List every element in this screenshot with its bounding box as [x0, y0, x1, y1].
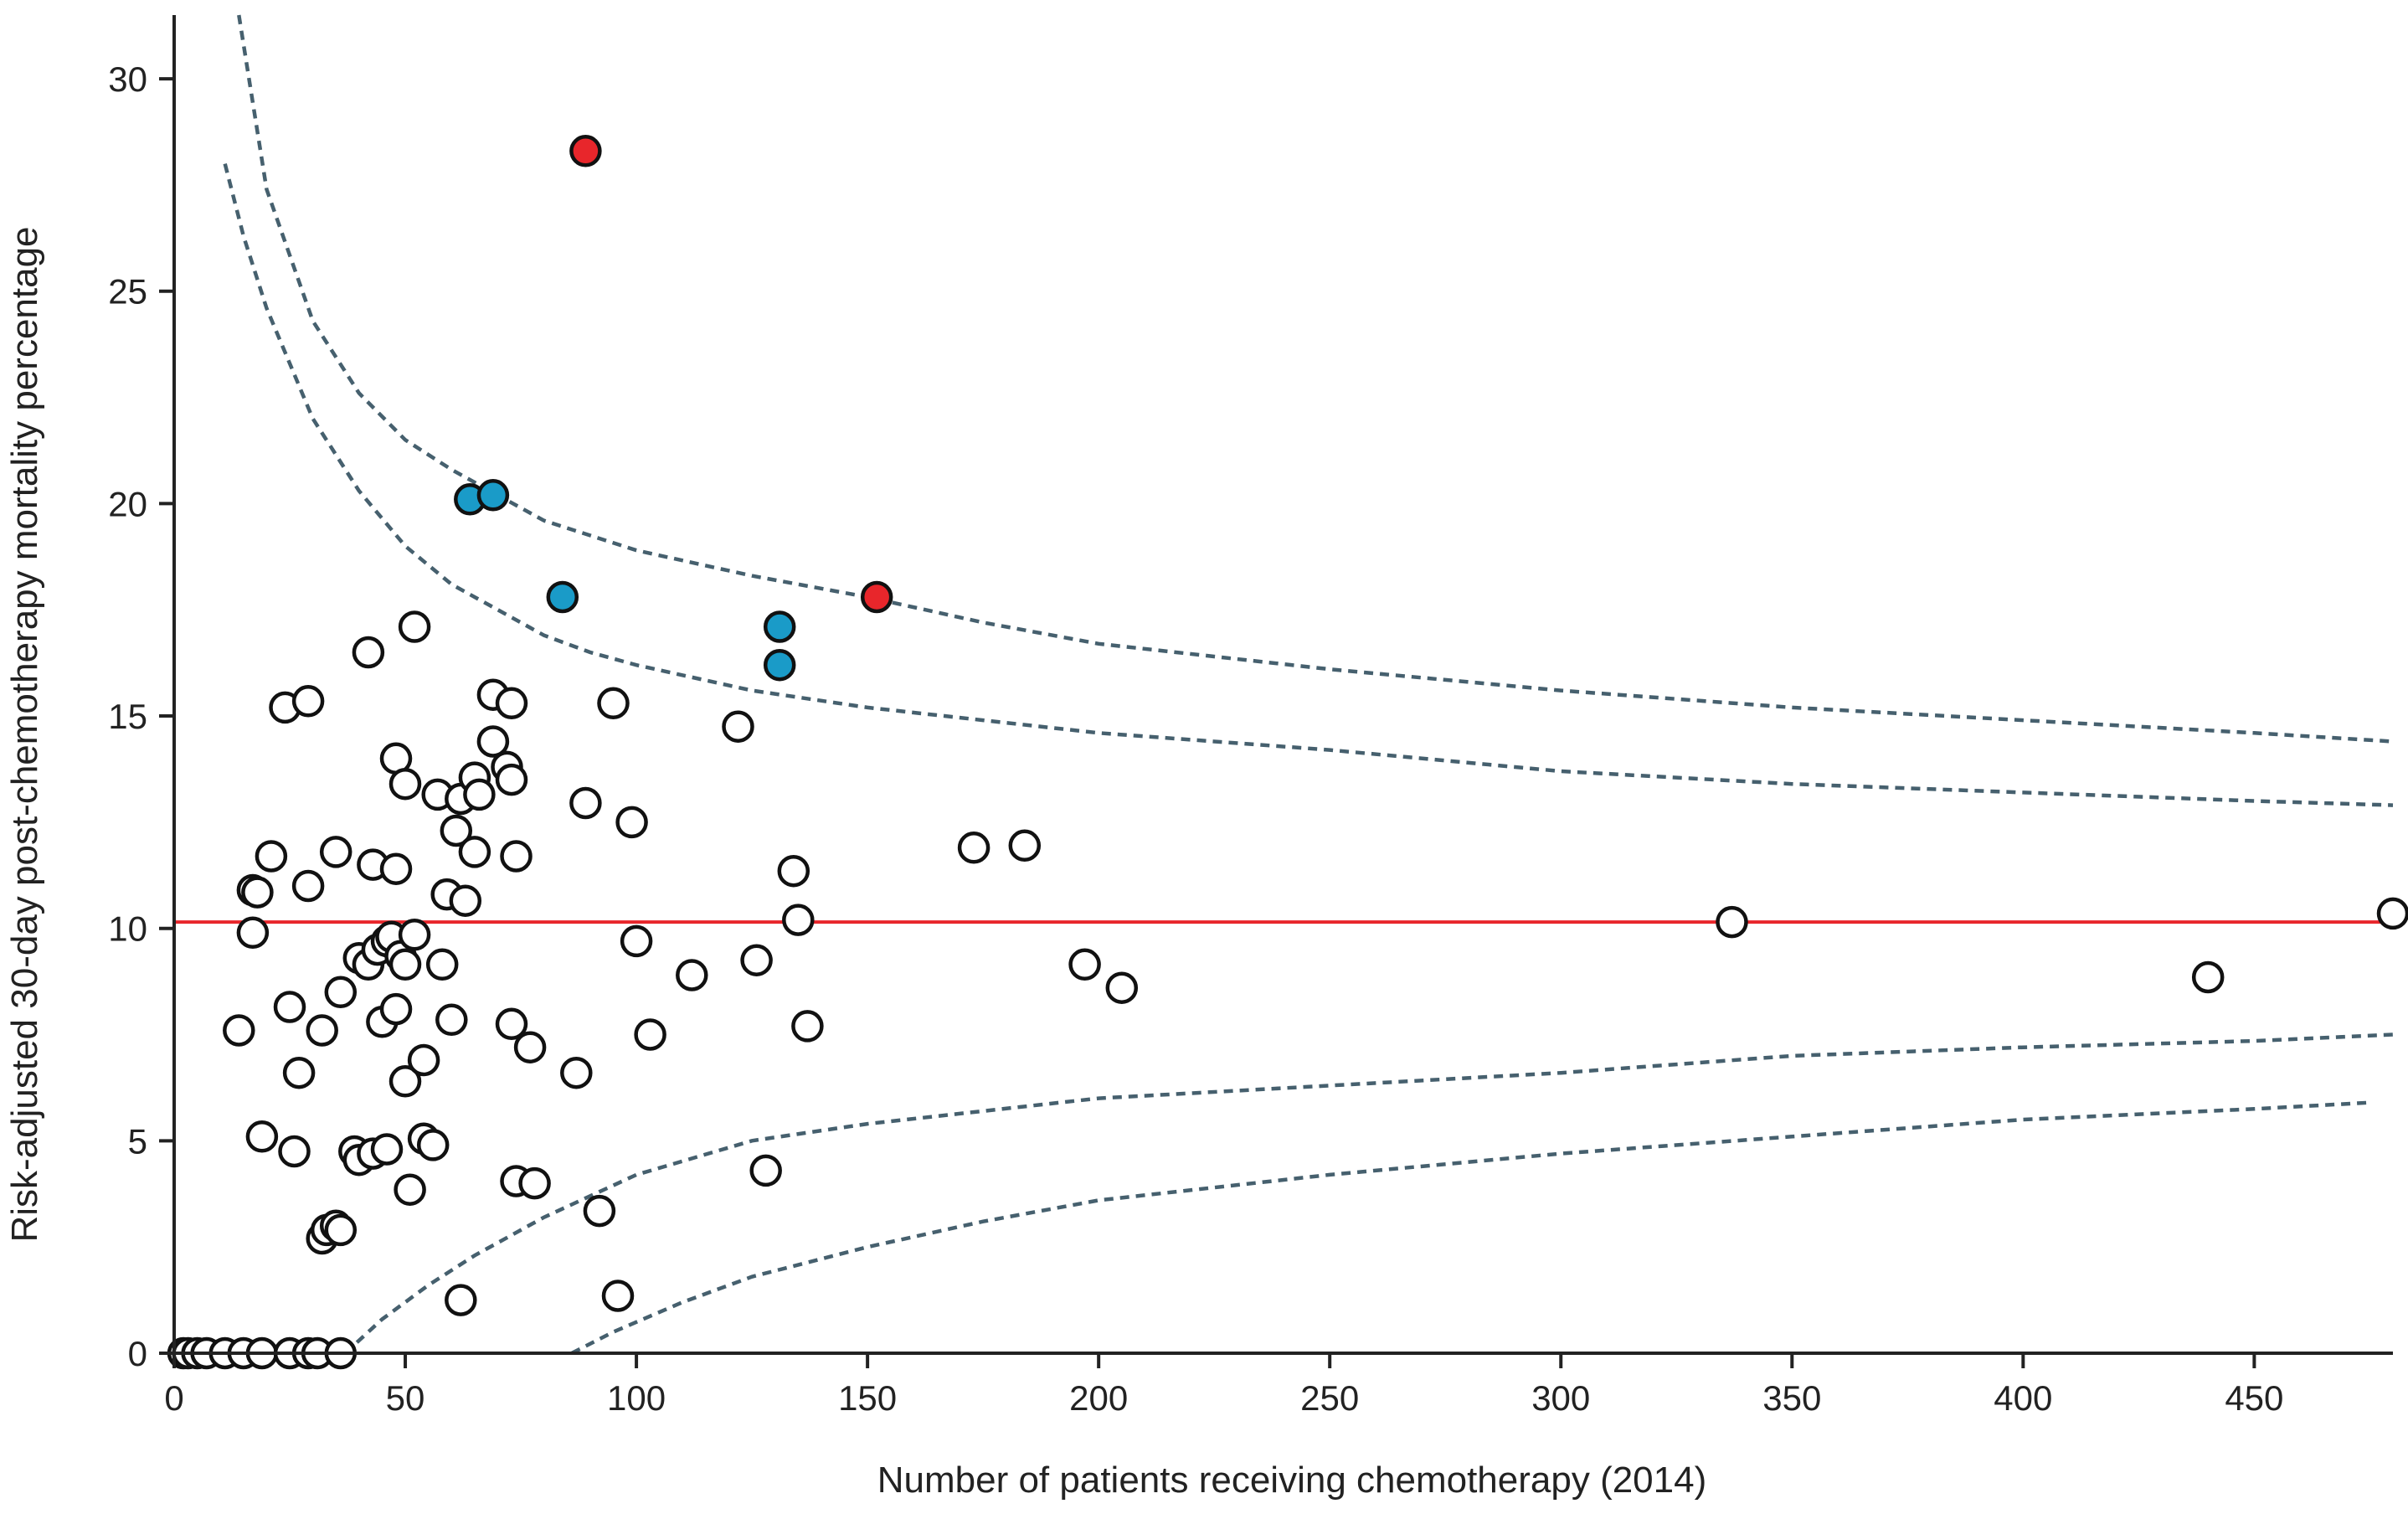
data-point: [749, 1154, 782, 1187]
data-point: [394, 1173, 426, 1206]
data-points: [167, 135, 2408, 1370]
data-point: [1716, 905, 1748, 939]
data-point: [291, 685, 325, 718]
data-point: [560, 1056, 593, 1089]
data-point: [518, 1166, 551, 1200]
data-point: [435, 1003, 468, 1037]
data-point: [634, 1018, 666, 1051]
y-tick-label: 30: [108, 59, 147, 99]
data-point: [500, 840, 533, 873]
data-point: [370, 1133, 404, 1166]
y-tick-label: 15: [108, 697, 147, 736]
data-point: [546, 580, 579, 614]
x-tick-label: 400: [1994, 1378, 2052, 1418]
y-tick-label: 25: [108, 272, 147, 312]
control-limit-lower-inner: [343, 1032, 2394, 1355]
y-tick-label: 20: [108, 484, 147, 523]
data-point: [449, 884, 482, 917]
data-point: [398, 610, 431, 643]
control-limit-upper-inner: [223, 163, 2394, 807]
data-point: [722, 710, 754, 743]
data-point: [597, 687, 630, 720]
x-tick-label: 350: [1762, 1378, 1821, 1418]
data-point: [763, 610, 796, 643]
data-point: [476, 479, 510, 512]
data-point: [676, 959, 708, 991]
data-point: [791, 1010, 824, 1043]
data-point: [620, 924, 653, 958]
data-point: [569, 786, 602, 820]
data-point: [273, 991, 306, 1023]
data-point: [782, 904, 815, 936]
data-point: [306, 1014, 338, 1047]
data-point: [1068, 948, 1101, 981]
data-point: [223, 1014, 255, 1047]
x-tick-label: 150: [838, 1378, 897, 1418]
x-tick-label: 300: [1531, 1378, 1590, 1418]
data-point: [324, 976, 358, 1009]
axes: [172, 15, 2393, 1355]
data-point: [278, 1135, 311, 1168]
x-axis-title: Number of patients receiving chemotherap…: [877, 1460, 1707, 1501]
data-point: [425, 948, 459, 981]
data-point: [777, 854, 810, 888]
data-point: [463, 778, 496, 811]
data-point: [495, 1007, 528, 1041]
data-point: [583, 1194, 616, 1228]
data-point: [379, 992, 413, 1026]
data-point: [245, 1120, 279, 1153]
data-point: [860, 580, 893, 614]
data-point: [569, 135, 602, 167]
data-point: [2191, 960, 2225, 994]
data-point: [255, 840, 288, 873]
data-point: [495, 687, 528, 720]
data-point: [241, 876, 274, 909]
data-point: [416, 1129, 450, 1161]
data-point: [282, 1056, 316, 1089]
data-point: [601, 1280, 635, 1312]
data-point: [513, 1031, 547, 1063]
data-point: [407, 1043, 440, 1077]
data-point: [440, 814, 473, 847]
x-tick-label: 0: [164, 1378, 183, 1418]
data-point: [957, 832, 990, 864]
control-limit-lower-outer: [570, 1100, 2370, 1356]
data-point: [388, 1065, 422, 1098]
data-point: [763, 648, 796, 682]
y-axis-title: Risk-adjusted 30-day post-chemotherapy m…: [4, 226, 45, 1242]
data-point: [388, 767, 422, 801]
data-point: [1105, 971, 1139, 1004]
x-tick-label: 50: [386, 1378, 425, 1418]
x-tick-label: 100: [607, 1378, 666, 1418]
control-limit-upper-outer: [237, 14, 2394, 744]
x-tick-label: 200: [1069, 1378, 1128, 1418]
data-point: [1008, 829, 1042, 862]
y-tick-label: 0: [128, 1334, 147, 1373]
data-point: [2376, 897, 2408, 930]
data-point: [476, 725, 510, 758]
data-point: [324, 1213, 358, 1247]
data-point: [319, 836, 352, 868]
data-point: [236, 916, 270, 950]
data-point: [495, 763, 528, 796]
data-point: [740, 944, 773, 976]
data-point: [388, 948, 422, 981]
x-tick-label: 450: [2225, 1378, 2283, 1418]
data-point: [445, 1284, 477, 1316]
data-point: [352, 636, 385, 669]
data-point: [291, 869, 325, 903]
y-tick-label: 10: [108, 909, 147, 949]
data-point: [458, 836, 491, 868]
y-tick-label: 5: [128, 1121, 147, 1161]
control-limits: [223, 14, 2394, 1356]
data-point: [379, 852, 413, 885]
data-point: [398, 919, 431, 951]
x-tick-label: 250: [1300, 1378, 1359, 1418]
data-point: [615, 806, 648, 839]
